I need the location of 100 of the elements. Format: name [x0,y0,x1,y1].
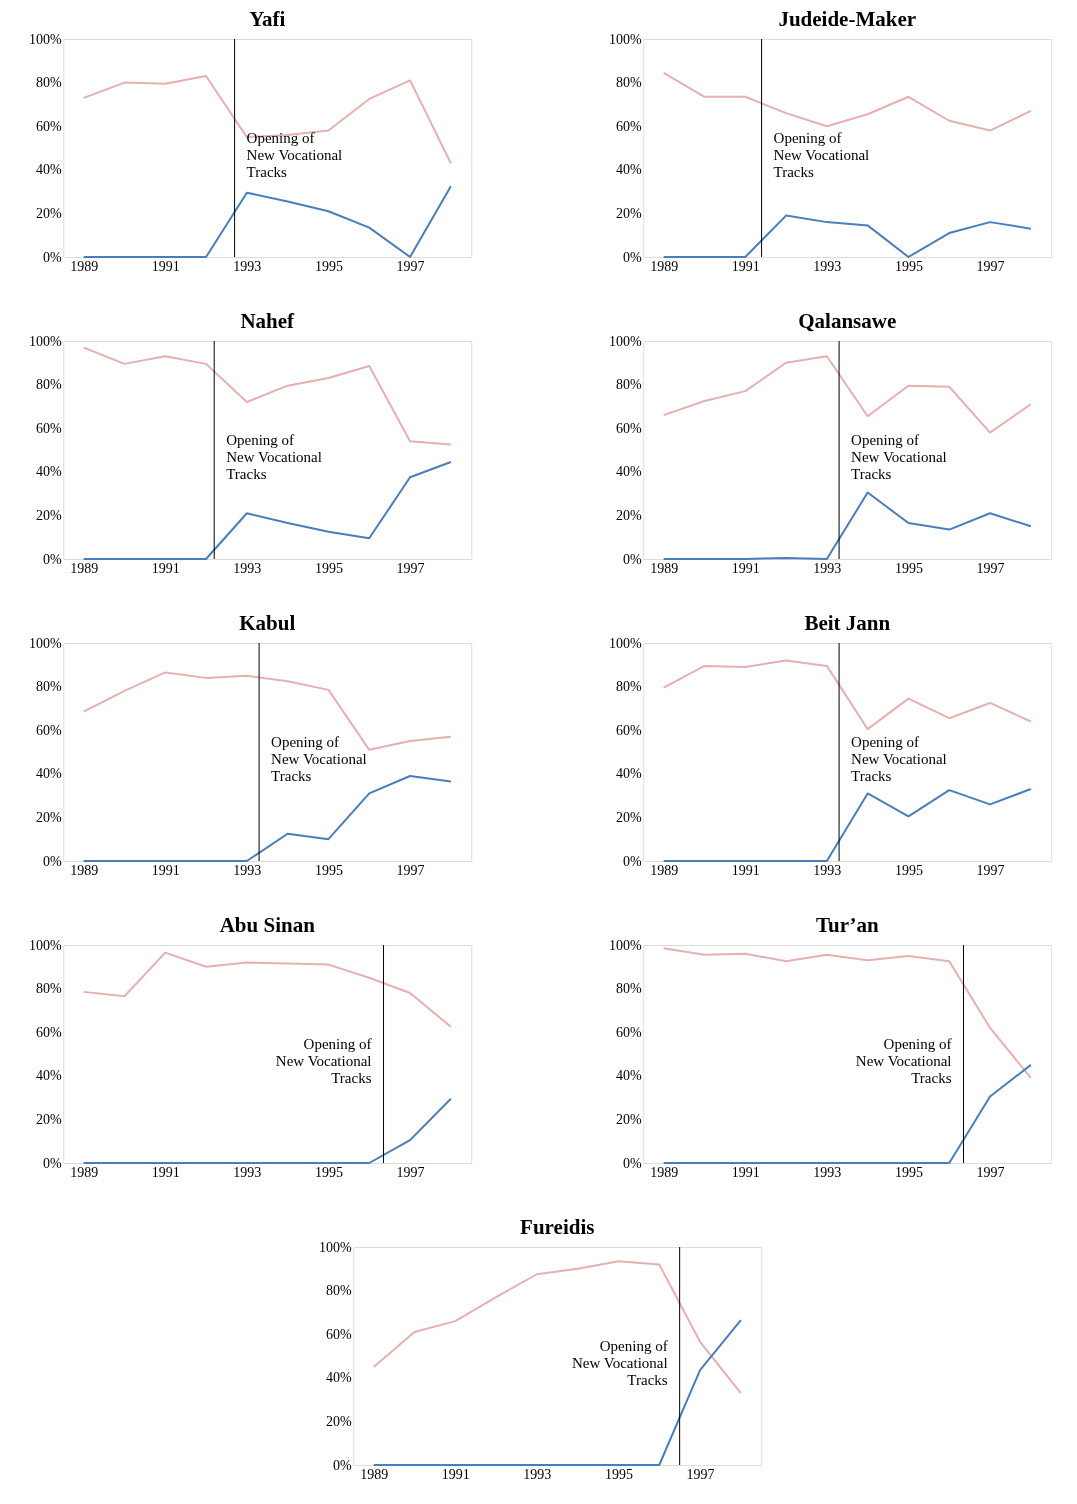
x-tick-label: 1993 [233,1164,262,1180]
x-tick-label: 1995 [314,560,343,576]
chart-title: Kabul [239,611,296,635]
x-tick-label: 1995 [894,560,923,576]
x-tick-label: 1989 [70,258,99,274]
y-tick-label: 100% [609,333,643,349]
x-tick-label: 1989 [70,1164,99,1180]
y-tick-label: 60% [36,118,63,134]
line-series [662,659,1032,731]
y-tick-label: 80% [36,679,63,695]
annotation: Opening of New Vocational Tracks [226,432,322,482]
x-tick-label: 1997 [976,560,1005,576]
annotation: Opening of New Vocational Tracks [851,734,947,784]
y-tick-label: 100% [609,635,643,651]
y-tick-label: 0% [623,853,643,869]
y-tick-label: 20% [616,507,643,523]
x-tick-label: 1989 [650,560,679,576]
y-tick-label: 60% [36,420,63,436]
chart-title: Qalansawe [798,309,897,333]
x-tick-label: 1991 [151,1164,180,1180]
y-tick-label: 80% [616,75,643,91]
chart-title: Beit Jann [804,611,891,635]
chart-title: Abu Sinan [219,913,316,937]
annotation: Opening of New Vocational Tracks [855,1036,952,1086]
x-tick-label: 1993 [233,862,262,878]
chart-title: Nahef [240,309,296,333]
x-tick-label: 1995 [894,862,923,878]
y-tick-label: 20% [616,809,643,825]
x-tick-label: 1995 [314,862,343,878]
y-tick-label: 0% [43,853,63,869]
y-tick-label: 20% [616,1111,643,1127]
annotation: Opening of New Vocational Tracks [851,432,947,482]
chart-title: Judeide-Maker [778,7,917,31]
y-tick-label: 80% [36,377,63,393]
line-series [662,214,1032,258]
y-tick-label: 60% [326,1326,353,1342]
y-tick-label: 80% [616,377,643,393]
y-tick-label: 40% [36,464,63,480]
y-tick-label: 40% [616,464,643,480]
line-series [662,355,1032,434]
line-series [662,788,1032,862]
y-tick-label: 0% [43,551,63,567]
line-series [82,951,452,1028]
x-tick-label: 1995 [894,258,923,274]
y-tick-label: 0% [43,249,63,265]
y-tick-label: 20% [36,507,63,523]
chart-title: Yafi [249,7,286,31]
y-tick-label: 0% [43,1155,63,1171]
x-tick-label: 1995 [604,1466,633,1482]
line-series [372,1260,742,1395]
x-tick-label: 1991 [441,1466,470,1482]
y-tick-label: 60% [36,722,63,738]
x-tick-label: 1991 [731,862,760,878]
x-tick-label: 1991 [731,1164,760,1180]
y-tick-label: 100% [29,31,63,47]
y-tick-label: 80% [326,1283,353,1299]
y-tick-label: 20% [616,205,643,221]
x-tick-label: 1993 [813,258,842,274]
annotation: Opening of New Vocational Tracks [571,1338,668,1388]
y-tick-label: 40% [36,766,63,782]
y-tick-label: 20% [36,1111,63,1127]
line-series [82,185,452,258]
y-tick-label: 0% [623,1155,643,1171]
x-tick-label: 1989 [650,862,679,878]
y-tick-label: 60% [616,420,643,436]
y-tick-label: 0% [623,551,643,567]
x-tick-label: 1997 [396,862,425,878]
line-series [662,491,1032,560]
x-tick-label: 1989 [70,862,99,878]
line-series [662,71,1032,132]
y-tick-label: 40% [36,162,63,178]
y-tick-label: 100% [609,31,643,47]
y-tick-label: 80% [616,981,643,997]
x-tick-label: 1991 [731,560,760,576]
y-tick-label: 60% [616,722,643,738]
x-tick-label: 1989 [650,1164,679,1180]
chart-title: Fureidis [520,1215,595,1239]
y-tick-label: 0% [333,1457,353,1473]
x-tick-label: 1991 [731,258,760,274]
y-tick-label: 40% [326,1370,353,1386]
y-tick-label: 60% [616,1024,643,1040]
x-tick-label: 1993 [813,1164,842,1180]
x-tick-label: 1995 [314,1164,343,1180]
x-tick-label: 1991 [151,560,180,576]
y-tick-label: 80% [36,75,63,91]
x-tick-label: 1997 [976,862,1005,878]
x-tick-label: 1993 [523,1466,552,1482]
y-tick-label: 0% [623,249,643,265]
x-tick-label: 1997 [396,1164,425,1180]
y-tick-label: 40% [36,1068,63,1084]
y-tick-label: 100% [609,937,643,953]
y-tick-label: 40% [616,1068,643,1084]
annotation: Opening of New Vocational Tracks [246,130,343,180]
x-tick-label: 1993 [233,258,262,274]
y-tick-label: 40% [616,162,643,178]
y-tick-label: 60% [36,1024,63,1040]
y-tick-label: 20% [36,809,63,825]
x-tick-label: 1991 [151,258,180,274]
line-series [82,671,452,751]
y-tick-label: 100% [29,635,63,651]
